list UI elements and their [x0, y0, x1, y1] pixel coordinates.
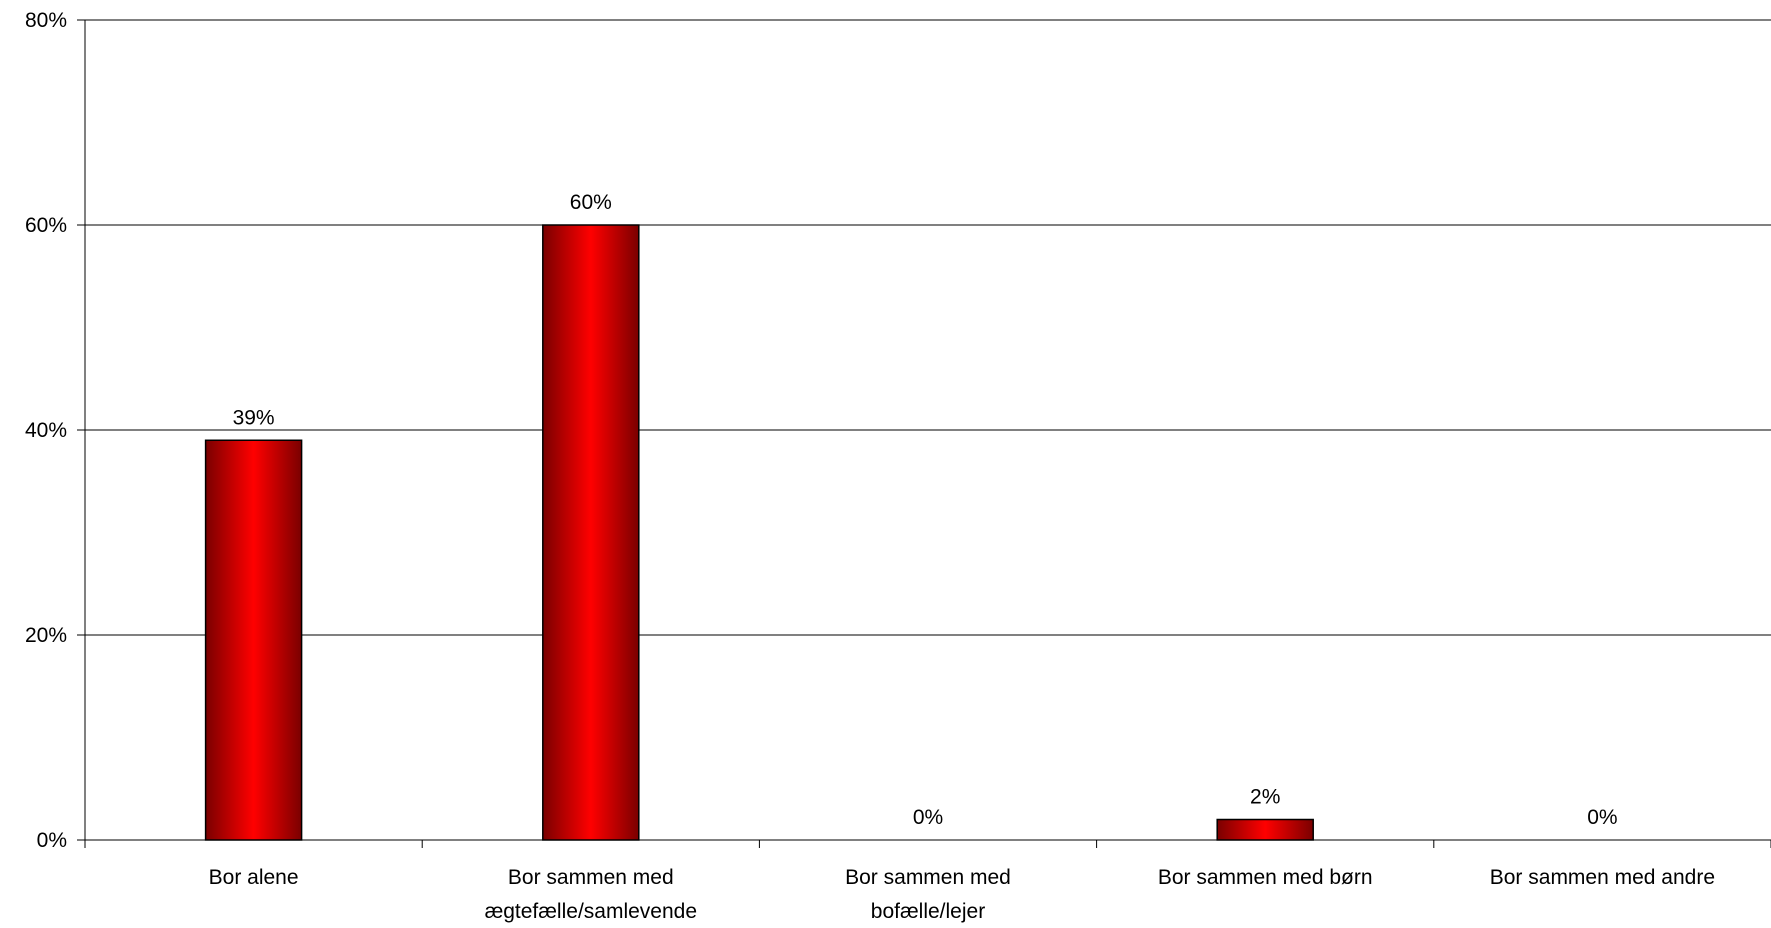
y-tick-label: 0%: [37, 829, 67, 852]
data-label: 2%: [1250, 786, 1280, 809]
data-label: 0%: [913, 806, 943, 829]
category-label: ægtefælle/samlevende: [485, 900, 697, 923]
y-tick-label: 40%: [25, 419, 67, 442]
data-label: 60%: [570, 191, 612, 214]
category-label: Bor sammen med andre: [1490, 866, 1715, 889]
y-tick-label: 20%: [25, 624, 67, 647]
category-label: Bor sammen med: [845, 866, 1011, 889]
bar: [204, 439, 303, 841]
data-label: 0%: [1587, 806, 1617, 829]
category-label: bofælle/lejer: [871, 900, 985, 923]
category-label: Bor alene: [209, 866, 299, 889]
bar: [1216, 818, 1314, 841]
y-tick-label: 60%: [25, 214, 67, 237]
category-label: Bor sammen med: [508, 866, 674, 889]
data-label: 39%: [233, 406, 275, 429]
bar: [542, 224, 640, 841]
y-tick-label: 80%: [25, 9, 67, 32]
category-label: Bor sammen med børn: [1158, 866, 1373, 889]
